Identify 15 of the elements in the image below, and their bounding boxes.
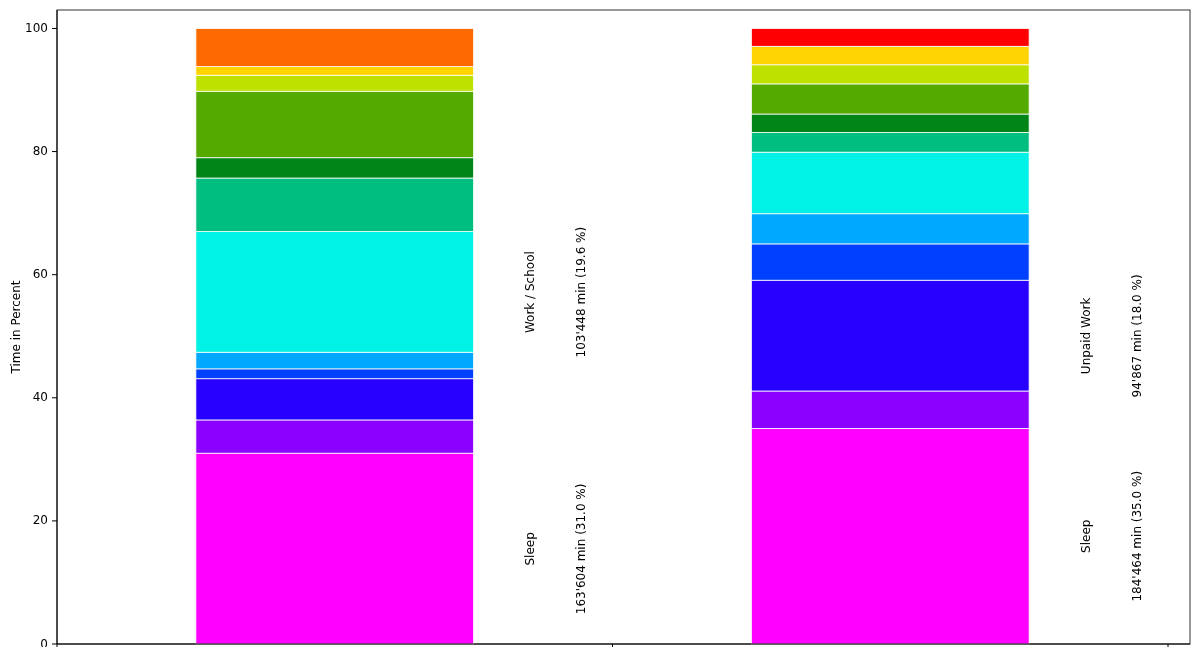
annotation: 163'604 min (31.0 %) <box>574 483 589 615</box>
annotation: 94'867 min (18.0 %) <box>1129 274 1144 398</box>
y-tick-label: 40 <box>32 390 48 405</box>
y-tick-label: 60 <box>32 267 48 282</box>
y-tick-label: 100 <box>25 20 48 35</box>
annotation: Sleep <box>1078 519 1093 553</box>
annotation: Sleep <box>523 532 538 566</box>
y-tick-label: 80 <box>32 144 48 159</box>
annotation: 184'464 min (35.0 %) <box>1129 470 1144 602</box>
y-axis-title: Time in Percent <box>8 280 23 375</box>
y-tick-label: 20 <box>32 513 48 528</box>
annotation: 103'448 min (19.6 %) <box>574 226 589 358</box>
annotation: Unpaid Work <box>1078 297 1093 375</box>
annotation: Work / School <box>523 251 538 334</box>
y-tick-label: 0 <box>40 636 48 647</box>
